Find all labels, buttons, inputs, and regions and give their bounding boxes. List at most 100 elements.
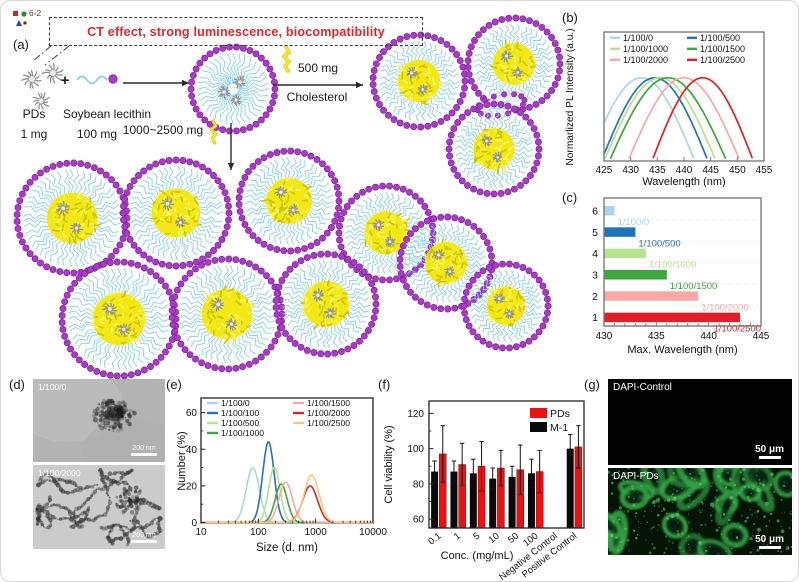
pd-particle	[232, 75, 246, 89]
chart-text: Conc. (mg/mL)	[441, 550, 514, 562]
chart-text: 1000	[305, 527, 328, 538]
pd-particle	[512, 66, 523, 79]
pd-particle	[160, 197, 175, 211]
chart-text: 100	[250, 527, 267, 538]
panel-d-tag: (d)	[9, 377, 25, 392]
panel-g-tag: (g)	[584, 377, 600, 392]
chart-text: 425	[596, 165, 613, 176]
pd-particle	[493, 293, 506, 304]
chart-text: 1/100/2500	[700, 55, 745, 65]
scale-bar: 200 nm	[131, 532, 157, 543]
chart-text: 0.1	[426, 531, 443, 548]
pd-particle	[481, 135, 493, 147]
chart-text: 60	[186, 408, 198, 419]
chart-text: 450	[729, 165, 746, 176]
fluorescence-image-control: DAPI-Control 50 μm	[608, 379, 792, 465]
pd-particle	[323, 307, 337, 319]
chart-text: 120	[407, 409, 424, 420]
chart-text: 3	[592, 270, 598, 282]
panel-a-schematic	[13, 14, 564, 379]
chart-text: 1/100/0	[221, 398, 250, 408]
chart-text: 2	[592, 291, 598, 303]
pd-particle	[406, 67, 418, 80]
chart-text: 1/100/1000	[623, 44, 668, 54]
panel-c-max-wavelength-chart: 6 1/100/0 5 1/100/500 4 1/100/1000 3 1/100/1500…	[592, 197, 770, 356]
chart-text: 80	[413, 479, 425, 490]
liposome-with-cholesterol-core	[396, 213, 496, 313]
chart-text: 445	[753, 331, 770, 342]
chart-text: 445	[702, 165, 719, 176]
scale-bar-text: 50 μm	[755, 533, 784, 545]
pd-particle	[210, 297, 224, 312]
pd-particle	[56, 200, 69, 217]
liposome-with-cholesterol-core	[272, 250, 380, 358]
chart-text: Number (%)	[177, 431, 188, 490]
scale-bar: 50 μm	[755, 444, 784, 459]
tem-image-1-label: 1/100/0	[38, 382, 67, 392]
panel-c-tag: (c)	[562, 190, 578, 205]
cholesterol-core	[486, 286, 526, 326]
chart-text: 6	[592, 206, 598, 218]
pd-particle	[288, 203, 300, 216]
chart-text: 1/100/0	[617, 217, 649, 228]
chart-text: 1/100/2500	[307, 418, 350, 428]
scale-bar-line	[758, 455, 781, 459]
pd-particle	[372, 219, 385, 231]
liposome-with-cholesterol-core	[119, 156, 233, 270]
pd-particle	[230, 93, 242, 107]
chart-text: 430	[622, 165, 639, 176]
lecithin-label: Soybean lecithin	[62, 107, 152, 121]
fluorescence-image-pds: DAPI-PDs 50 μm	[608, 468, 792, 555]
cholesterol-core	[303, 281, 349, 327]
pd-particle	[444, 266, 455, 278]
chart-text: 10	[195, 527, 207, 538]
pd-particle	[385, 236, 396, 248]
scale-bar: 200 nm	[131, 445, 157, 456]
liposome-with-cholesterol-core	[235, 147, 343, 255]
lecithin-amount: 100 mg	[76, 127, 118, 141]
pd-particle	[21, 70, 42, 89]
panel-e-tag: (e)	[166, 377, 182, 392]
fluorescence-cells-drawing	[608, 468, 792, 555]
chart-text: 100	[407, 444, 424, 455]
pd-particle	[101, 302, 118, 316]
highlight-banner-text: CT effect, strong luminescence, biocompa…	[87, 24, 385, 39]
molecule-logo-icon	[13, 11, 27, 26]
chart-text: 20	[186, 481, 198, 492]
pd-particle	[217, 85, 231, 100]
dapi-control-label: DAPI-Control	[613, 382, 672, 393]
scale-bar-text: 200 nm	[132, 445, 156, 452]
pd-particle	[117, 323, 131, 336]
chart-text: PDs	[550, 408, 570, 420]
pds-amount: 1 mg	[20, 127, 48, 141]
tem-image-2-label: 1/100/2000	[38, 468, 81, 478]
scale-bar-text: 200 nm	[132, 532, 156, 539]
highlight-banner: CT effect, strong luminescence, biocompa…	[49, 17, 423, 46]
liposome-with-cholesterol-core	[445, 100, 543, 198]
pd-particle	[432, 249, 445, 260]
chart-text: 1/100/500	[700, 33, 740, 43]
chart-text: 1/100/100	[221, 408, 259, 418]
chart-text: 1/100/1500	[700, 44, 745, 54]
chart-text: 435	[649, 165, 666, 176]
chart-text: 1/100/500	[221, 418, 259, 428]
chart-text: 1/100/1000	[221, 428, 264, 438]
chart-text: 4	[592, 248, 598, 260]
scale-bar-line	[131, 540, 157, 543]
pd-particle	[225, 317, 238, 331]
cholesterol-label: Cholesterol	[286, 90, 348, 104]
panel-e-size-distribution-chart: 10 100 1000 10000 0 20 40 60 Size (d. nm) Number …	[177, 397, 387, 554]
chart-text: 435	[648, 331, 665, 342]
chart-text: M-1	[550, 422, 568, 434]
chart-text: 50	[506, 531, 521, 546]
liposome-with-cholesterol-core	[58, 258, 180, 379]
plus-sign: +	[60, 72, 70, 89]
liposome-with-cholesterol-core	[168, 255, 286, 373]
chart-text: 10	[487, 531, 502, 546]
chart-text: 40	[186, 445, 198, 456]
chart-text: 0	[191, 518, 197, 529]
pd-particle	[41, 63, 64, 84]
tem-image-2-drawing	[33, 465, 165, 549]
pd-particle	[32, 92, 50, 110]
